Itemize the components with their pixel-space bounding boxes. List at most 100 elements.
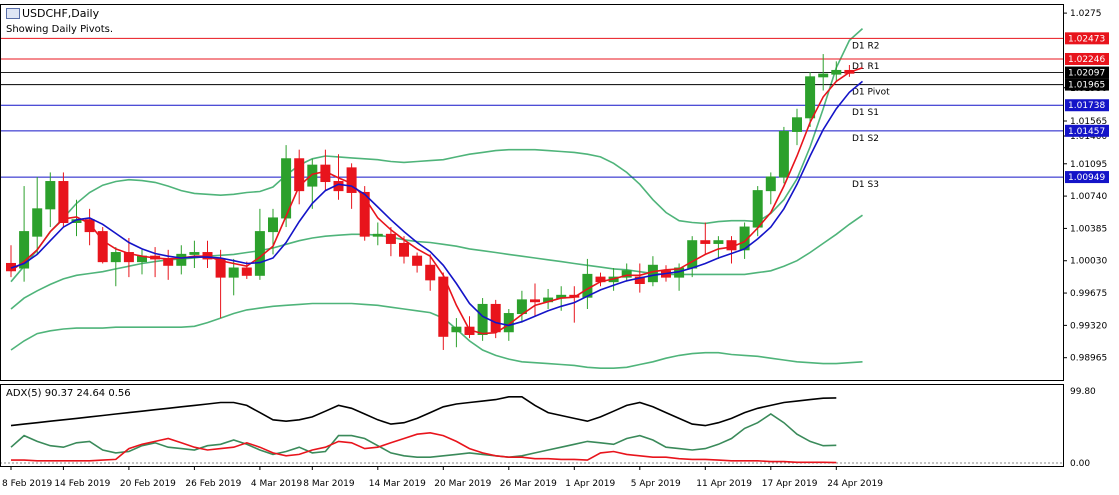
candle-body: [792, 117, 802, 132]
candle-body: [241, 267, 252, 276]
band-upper-line: [10, 28, 864, 283]
price-frame: [0, 4, 1064, 381]
adx-y-tick-label: 0.00: [1070, 459, 1090, 469]
candle-body: [58, 181, 69, 223]
candle-body: [621, 270, 632, 278]
x-tick-label: 24 Apr 2019: [827, 479, 883, 489]
candle-body: [752, 190, 763, 228]
candle-body: [412, 255, 423, 266]
pivot-price-label: 1.01965: [1068, 81, 1105, 91]
x-tick-label: 4 Mar 2019: [251, 479, 303, 489]
candle-body: [268, 217, 278, 233]
y-tick-label: 1.00740: [1070, 192, 1107, 202]
pivot-name: D1 R2: [852, 41, 880, 51]
x-tick-label: 20 Feb 2019: [120, 479, 176, 489]
x-tick-label: 11 Apr 2019: [696, 479, 752, 489]
pivot-price-tag: [1065, 52, 1109, 65]
current-price-tag: [1065, 66, 1109, 79]
x-tick-label: 20 Mar 2019: [434, 479, 491, 489]
candle-body: [19, 231, 30, 269]
candle-body: [385, 233, 396, 244]
pivot-name: D1 S2: [852, 134, 879, 144]
candle-body: [805, 76, 816, 119]
pivot-price-label: 1.01457: [1068, 127, 1105, 137]
x-tick-label: 5 Apr 2019: [631, 479, 681, 489]
x-tick-label: 17 Apr 2019: [762, 479, 818, 489]
adx-minus-di-line: [11, 431, 837, 464]
adx-main-line: [10, 396, 837, 427]
band-lower-line: [10, 302, 863, 369]
x-tick-label: 26 Mar 2019: [500, 479, 557, 489]
candle-body: [739, 226, 750, 251]
candle-body: [307, 164, 318, 187]
x-tick-label: 14 Feb 2019: [54, 479, 110, 489]
pivot-name: D1 S3: [852, 180, 879, 190]
adx-label: ADX(5) 90.37 24.64 0.56: [6, 388, 131, 399]
pivot-price-label: 1.00949: [1068, 173, 1105, 183]
pivot-price-tag: [1065, 78, 1109, 91]
pivot-name: D1 Pivot: [852, 88, 890, 98]
candle-body: [634, 276, 645, 284]
candle-body: [399, 242, 409, 257]
candle-body: [32, 208, 43, 237]
ma-fast-line: [10, 66, 863, 335]
candle-body: [189, 252, 200, 255]
price-plot: D1 R2 D1 R1 D1 Pivot D1 S1 D1 S2 D1 S3: [0, 28, 1063, 369]
candle-body: [700, 240, 711, 244]
candle-body: [778, 130, 789, 178]
adx-plus-di-line: [10, 413, 837, 459]
current-price-label: 1.02097: [1068, 69, 1105, 79]
y-tick-label: 0.99320: [1070, 321, 1107, 331]
pivot-price-label: 1.02473: [1068, 34, 1105, 44]
candle-body: [582, 273, 593, 298]
candle-body: [477, 303, 488, 335]
candle-body: [503, 313, 514, 333]
candle-body: [818, 73, 829, 78]
pivot-price-label: 1.02246: [1068, 55, 1105, 65]
candle-body: [530, 299, 540, 303]
chart-title: USDCHF,Daily: [22, 7, 100, 20]
candle-body: [490, 303, 501, 333]
adx-y-tick-label: 99.80: [1070, 387, 1096, 397]
x-tick-label: 14 Mar 2019: [369, 479, 426, 489]
adx-frame: [0, 384, 1064, 467]
y-tick-label: 1.01400: [1070, 132, 1107, 142]
candle-body: [425, 264, 436, 281]
candle-body: [765, 176, 776, 192]
band-middle-line: [10, 214, 863, 310]
pivot-name: D1 R1: [852, 62, 880, 72]
pivot-name: D1 S1: [852, 108, 879, 118]
candle-body: [176, 253, 187, 266]
pivots-subtitle: Showing Daily Pivots.: [6, 24, 114, 35]
candle-body: [438, 276, 449, 337]
candle-body: [45, 181, 56, 210]
y-tick-label: 1.01095: [1070, 160, 1107, 170]
candle-body: [647, 264, 658, 283]
candle-body: [84, 219, 95, 233]
y-tick-label: 1.00385: [1070, 224, 1107, 234]
candle-body: [713, 240, 724, 244]
candle-body: [163, 258, 174, 266]
candle-body: [215, 258, 226, 278]
candle-body: [372, 233, 383, 237]
y-tick-label: 0.98965: [1070, 354, 1107, 364]
candle-body: [451, 326, 462, 333]
candle-body: [359, 191, 370, 237]
pivot-price-tag: [1065, 32, 1109, 45]
candle-body: [97, 231, 108, 263]
candle-body: [228, 267, 239, 278]
pivot-price-tag: [1065, 124, 1109, 137]
x-tick-label: 26 Feb 2019: [185, 479, 241, 489]
candle-body: [831, 69, 842, 75]
pivot-price-tag: [1065, 99, 1109, 112]
x-tick-label: 1 Apr 2019: [565, 479, 615, 489]
y-tick-label: 1.00030: [1070, 257, 1107, 267]
axes: 1.02751.019301.015651.014001.010951.0074…: [0, 4, 1109, 489]
x-tick-label: 8 Feb 2019: [2, 479, 53, 489]
y-tick-label: 1.01565: [1070, 117, 1107, 127]
chart-window-icon: [6, 8, 20, 19]
candle-body: [346, 167, 357, 193]
y-tick-label: 0.99675: [1070, 289, 1107, 299]
adx-plot: [0, 396, 1063, 464]
